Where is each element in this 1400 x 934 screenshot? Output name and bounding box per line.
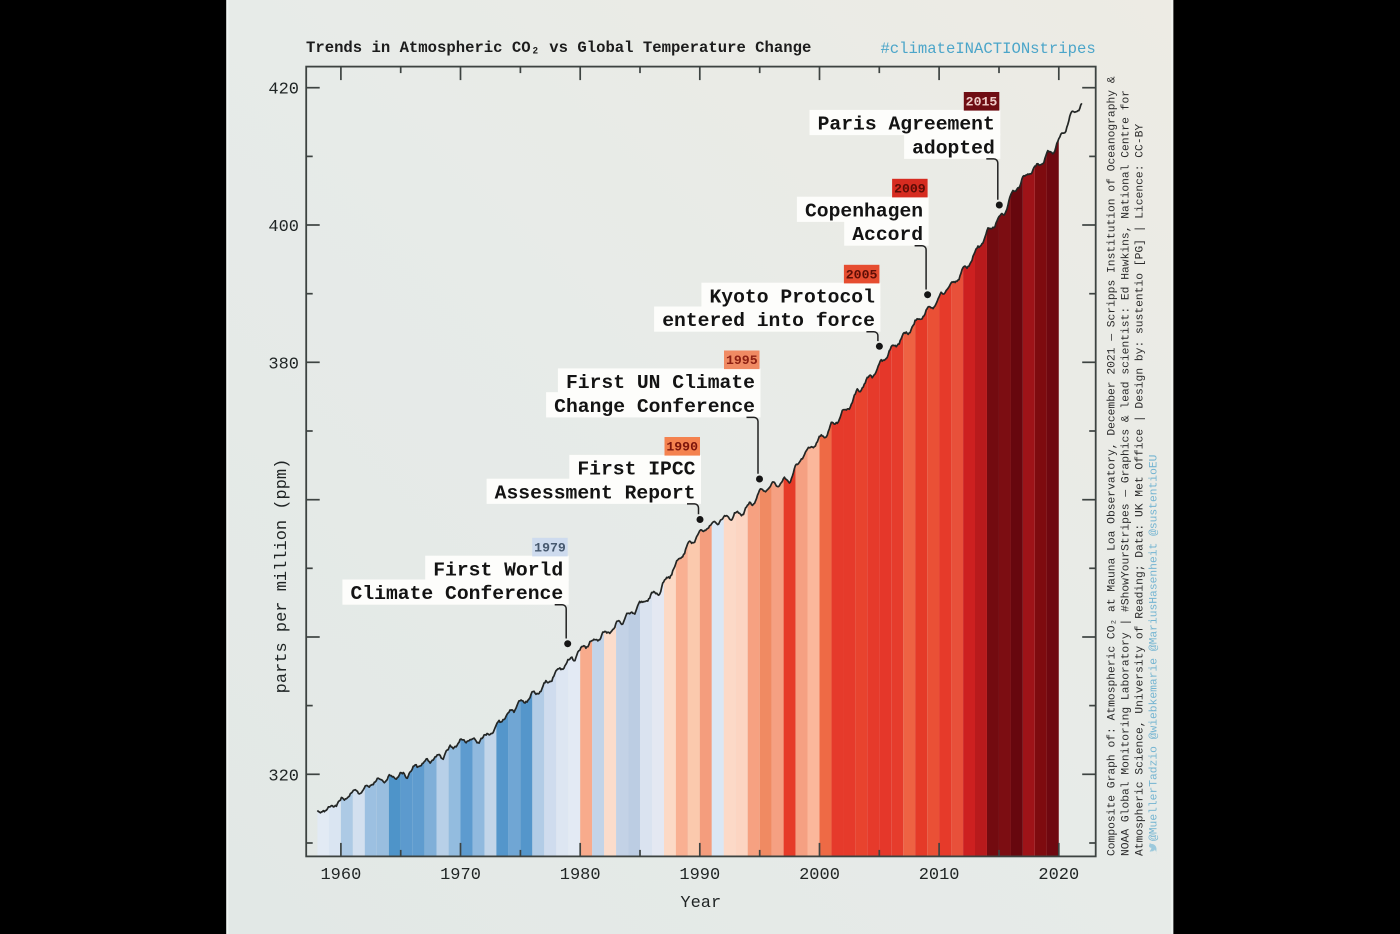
svg-text:380: 380 xyxy=(268,355,299,374)
svg-text:400: 400 xyxy=(268,218,299,237)
svg-text:Atmospheric Science, Universit: Atmospheric Science, University of Readi… xyxy=(1134,124,1146,856)
svg-text:First IPCC: First IPCC xyxy=(577,459,695,481)
svg-text:Copenhagen: Copenhagen xyxy=(805,200,923,222)
svg-text:First UN Climate: First UN Climate xyxy=(566,372,755,394)
svg-text:entered into force: entered into force xyxy=(662,310,875,332)
svg-text:Paris Agreement: Paris Agreement xyxy=(818,114,995,136)
svg-text:1995: 1995 xyxy=(726,353,758,368)
svg-text:2000: 2000 xyxy=(799,866,840,885)
svg-text:adopted: adopted xyxy=(912,137,995,159)
svg-text:Assessment Report: Assessment Report xyxy=(495,482,696,504)
svg-text:1960: 1960 xyxy=(320,866,361,885)
svg-text:Composite Graph of: Atmospheri: Composite Graph of: Atmospheric CO₂ at M… xyxy=(1107,76,1119,856)
svg-text:1990: 1990 xyxy=(666,440,698,455)
svg-text:Kyoto Protocol: Kyoto Protocol xyxy=(709,286,875,308)
svg-text:2015: 2015 xyxy=(966,95,998,110)
svg-text:Climate Conference: Climate Conference xyxy=(351,583,564,605)
svg-text:Trends in Atmospheric CO₂ vs G: Trends in Atmospheric CO₂ vs Global Temp… xyxy=(306,39,811,57)
svg-text:2020: 2020 xyxy=(1038,866,1079,885)
svg-text:2010: 2010 xyxy=(919,866,960,885)
svg-text:NOAA Global Monitoring Laborat: NOAA Global Monitoring Laboratory | #Sho… xyxy=(1121,90,1133,856)
svg-text:#climateINACTIONstripes: #climateINACTIONstripes xyxy=(880,40,1095,58)
svg-text:Change Conference: Change Conference xyxy=(554,396,755,418)
svg-text:2005: 2005 xyxy=(846,267,878,282)
svg-text:@MuellerTadzio @wiebkemarie @M: @MuellerTadzio @wiebkemarie @MariusHasen… xyxy=(1148,455,1160,841)
svg-text:320: 320 xyxy=(268,767,299,786)
svg-text:1990: 1990 xyxy=(679,866,720,885)
svg-text:Year: Year xyxy=(680,894,721,913)
svg-text:parts per million (ppm): parts per million (ppm) xyxy=(273,459,292,694)
svg-text:2009: 2009 xyxy=(894,181,926,196)
svg-text:420: 420 xyxy=(268,81,299,100)
svg-text:First World: First World xyxy=(433,559,563,581)
svg-text:1980: 1980 xyxy=(560,866,601,885)
svg-text:1979: 1979 xyxy=(534,540,566,555)
svg-text:Accord: Accord xyxy=(852,224,923,246)
svg-text:1970: 1970 xyxy=(440,866,481,885)
